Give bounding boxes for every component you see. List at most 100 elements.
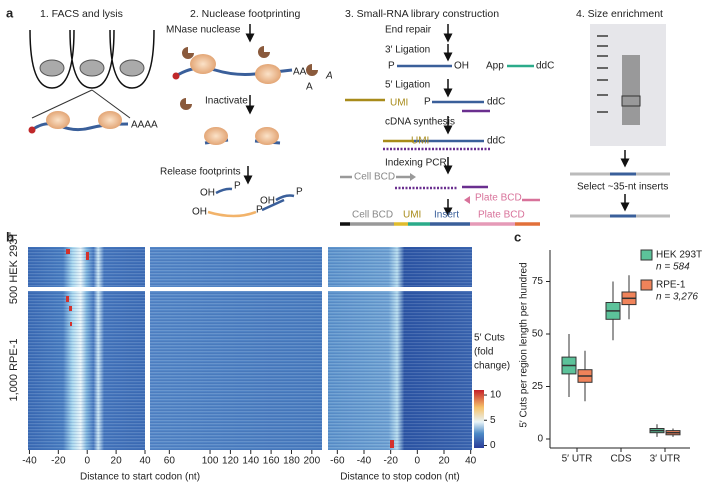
label: cDNA synthesis	[385, 117, 455, 128]
step-title: 1. FACS and lysis	[40, 8, 123, 20]
umi: UMI	[390, 98, 408, 109]
gap	[145, 247, 150, 450]
ribosome	[190, 54, 216, 74]
x-tick-label: -20	[383, 456, 398, 467]
end: OH	[454, 61, 469, 72]
end: P	[234, 181, 241, 192]
x-tick-label: 100	[202, 456, 219, 467]
end: OH	[192, 207, 207, 218]
tail: AA	[293, 67, 307, 78]
segment-label: Cell BCD	[352, 210, 393, 221]
legend-count: n = 3,276	[656, 292, 698, 303]
x-tick-label: 60	[164, 456, 176, 467]
step-1: 1. FACS and lysis AAAA	[28, 8, 158, 134]
panel-label: c	[514, 229, 521, 244]
step-title: 2. Nuclease footprinting	[190, 8, 300, 20]
end: ddC	[487, 97, 505, 108]
fragment	[207, 210, 257, 218]
x-tick-label: 40	[465, 456, 477, 467]
x-tick-label: 140	[242, 456, 259, 467]
cell-bcd: Cell BCD	[354, 172, 395, 183]
fragment	[275, 194, 295, 202]
tail: A	[306, 82, 313, 93]
legend-count: n = 584	[656, 262, 690, 273]
cell	[39, 59, 65, 77]
row-texture	[28, 247, 472, 450]
wells	[29, 29, 155, 89]
colorbar-title: change)	[474, 361, 510, 372]
segment-label: UMI	[403, 210, 421, 221]
legend-label: RPE-1	[656, 280, 686, 291]
colorbar	[474, 390, 484, 448]
ribosome	[46, 111, 70, 129]
end: P	[256, 205, 263, 216]
label: MNase nuclease	[166, 25, 241, 36]
step-title: 4. Size enrichment	[576, 8, 663, 20]
arrowhead	[464, 196, 470, 204]
panel-label: a	[6, 5, 14, 20]
x-tick-label: 0	[415, 456, 421, 467]
y-tick-label: 25	[532, 381, 544, 392]
x-tick-label: -40	[357, 456, 372, 467]
legend-swatch	[640, 249, 653, 261]
x-tick-label: 120	[222, 456, 239, 467]
x-tick-label: CDS	[610, 454, 631, 465]
colorbar-title: (fold	[474, 347, 493, 358]
ribosome	[98, 111, 122, 129]
x-tick-label: -20	[51, 456, 66, 467]
zoom-lines	[31, 89, 131, 119]
row-label: 1,000 RPE-1	[8, 339, 20, 402]
ribosome	[204, 127, 228, 145]
ribosome	[255, 64, 281, 84]
ribosome	[255, 127, 279, 145]
hotspots	[66, 249, 394, 448]
tail: A	[325, 71, 333, 82]
label: Release footprints	[160, 167, 241, 178]
x-axis-title: Distance to stop codon (nt)	[340, 472, 460, 483]
end: P	[388, 61, 395, 72]
colorbar-title: 5′ Cuts	[474, 333, 505, 344]
x-tick-label: 3′ UTR	[650, 454, 681, 465]
colorbar-tick-label: 10	[490, 390, 502, 401]
y-tick-label: 0	[537, 434, 543, 445]
step-4: 4. Size enrichment Select ~35-nt inserts	[570, 8, 670, 218]
label: 3′ Ligation	[385, 45, 430, 56]
end: P	[296, 187, 303, 198]
legend-swatch	[640, 279, 653, 291]
gap	[322, 247, 328, 450]
x-tick-label: 40	[139, 456, 151, 467]
x-tick-label: 180	[283, 456, 300, 467]
step-title: 3. Small-RNA library construction	[345, 8, 499, 20]
label: Select ~35-nt inserts	[577, 182, 668, 193]
x-tick-label: 5′ UTR	[562, 454, 593, 465]
cap	[28, 126, 36, 134]
excised-band	[621, 95, 641, 107]
fragment	[261, 198, 285, 212]
segment-label: Insert	[434, 210, 459, 221]
cap	[172, 72, 180, 80]
label: Inactivate	[205, 96, 248, 107]
gap	[28, 287, 472, 291]
smear	[622, 55, 640, 125]
x-axis-title: Distance to start codon (nt)	[80, 472, 200, 483]
adapter: App	[486, 61, 504, 72]
x-tick-label: 20	[111, 456, 123, 467]
umi: UMI	[411, 136, 429, 147]
y-axis-title: 5′ Cuts per region length per hundred	[519, 262, 530, 427]
label: End repair	[385, 25, 432, 36]
legend-label: HEK 293T	[656, 250, 702, 261]
plate-bcd: Plate BCD	[475, 193, 522, 204]
label: 5′ Ligation	[385, 80, 430, 91]
arrowhead	[410, 173, 416, 181]
colorbar-tick-label: 5	[490, 415, 496, 426]
x-tick-label: -60	[330, 456, 345, 467]
end: OH	[260, 196, 275, 207]
end: ddC	[487, 136, 505, 147]
x-tick-label: -40	[22, 456, 37, 467]
cell	[119, 59, 145, 77]
colorbar-tick-label: 0	[490, 440, 496, 451]
x-tick-label: 160	[263, 456, 280, 467]
label: Indexing PCR	[385, 158, 447, 169]
y-tick-label: 75	[532, 276, 544, 287]
step-2: 2. Nuclease footprinting MNase nuclease …	[160, 8, 333, 218]
